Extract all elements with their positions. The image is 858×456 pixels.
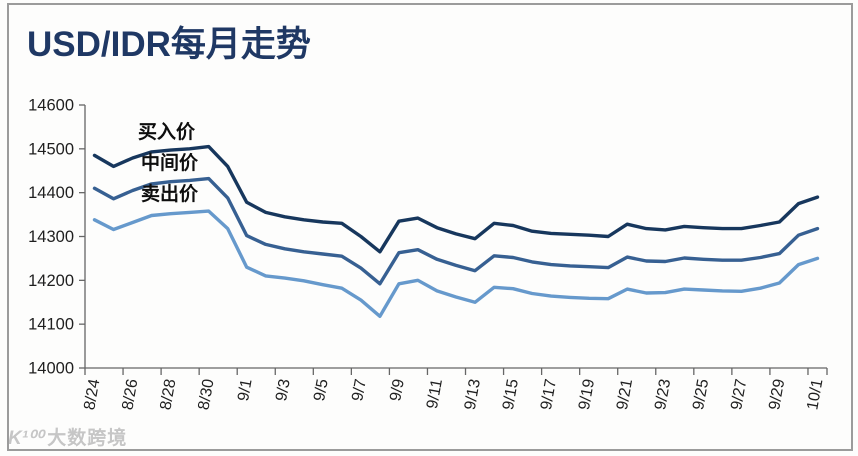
series-label-mid-price: 中间价 bbox=[141, 153, 199, 174]
x-tick-label: 9/13 bbox=[462, 378, 484, 412]
y-tick-label: 14500 bbox=[28, 140, 74, 158]
series-line-1 bbox=[92, 176, 820, 286]
x-tick-label: 9/29 bbox=[766, 378, 788, 412]
x-tick-label: 9/11 bbox=[424, 378, 446, 411]
watermark-text: 大数跨境 bbox=[47, 428, 128, 449]
x-tick-label: 8/24 bbox=[81, 378, 103, 412]
chart-title: USD/IDR每月走势 bbox=[27, 25, 311, 64]
x-tick-label: 9/17 bbox=[538, 378, 560, 412]
x-tick-label: 9/21 bbox=[614, 378, 636, 412]
y-tick-label: 14600 bbox=[28, 97, 74, 115]
x-tick-label: 9/27 bbox=[728, 378, 750, 412]
x-tick-label: 9/15 bbox=[500, 378, 522, 412]
x-tick-label: 9/5 bbox=[311, 378, 332, 403]
x-tick-label: 9/19 bbox=[576, 378, 598, 412]
x-tick-label: 9/23 bbox=[652, 378, 674, 412]
y-tick-label: 14300 bbox=[28, 228, 74, 246]
series-line-2 bbox=[92, 209, 820, 318]
x-tick-label: 8/28 bbox=[157, 378, 179, 412]
y-tick-label: 14100 bbox=[28, 316, 74, 334]
y-tick-label: 14400 bbox=[28, 184, 74, 202]
x-tick-label: 9/7 bbox=[349, 378, 370, 403]
series-label-buy-price: 买入价 bbox=[138, 122, 196, 143]
x-tick-label: 10/1 bbox=[804, 378, 826, 412]
y-tick-label: 14200 bbox=[28, 272, 74, 290]
y-tick-label: 14000 bbox=[28, 360, 74, 378]
x-tick-label: 8/26 bbox=[119, 378, 141, 412]
x-tick-label: 9/9 bbox=[387, 378, 408, 403]
watermark-logo: K¹⁰⁰ bbox=[8, 428, 44, 449]
watermark: K¹⁰⁰ 大数跨境 bbox=[8, 423, 127, 450]
x-tick-label: 9/1 bbox=[235, 378, 256, 403]
x-tick-label: 9/3 bbox=[273, 378, 294, 403]
series-label-sell-price: 卖出价 bbox=[141, 184, 199, 205]
x-tick-label: 8/30 bbox=[195, 378, 217, 412]
series-line-0 bbox=[92, 144, 820, 254]
x-tick-label: 9/25 bbox=[690, 378, 712, 412]
